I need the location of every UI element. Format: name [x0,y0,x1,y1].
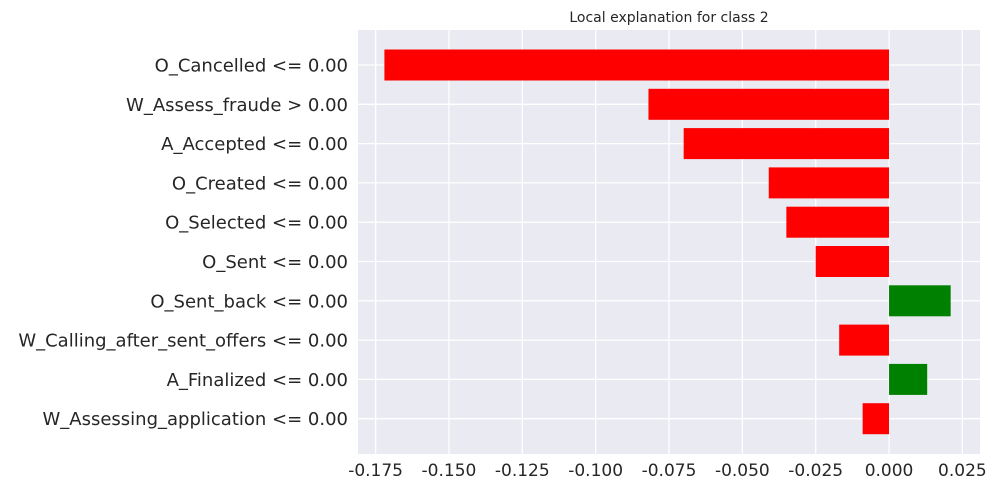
x-tick-label: -0.075 [642,461,697,481]
y-tick-label: O_Sent <= 0.00 [202,252,348,273]
y-tick-label: O_Cancelled <= 0.00 [155,56,348,77]
x-tick-label: 0.000 [865,461,914,481]
bar [862,403,890,435]
y-tick-label: W_Calling_after_sent_offers <= 0.00 [18,331,348,352]
bar [683,128,890,160]
x-tick-label: -0.175 [348,461,403,481]
x-tick-labels: -0.175 -0.150 -0.125 -0.100 -0.075 -0.050 -0.0… [348,461,987,481]
bar [839,324,890,356]
x-tick-label: -0.150 [422,461,477,481]
chart-title: Local explanation for class 2 [569,10,768,26]
y-tick-label: W_Assessing_application <= 0.00 [42,409,348,430]
bar [384,49,890,81]
x-tick-label: -0.125 [495,461,550,481]
x-tick-label: -0.100 [568,461,623,481]
bar [786,206,890,238]
y-tick-label: A_Finalized <= 0.00 [167,370,348,391]
x-tick-label: -0.050 [715,461,770,481]
x-tick-label: -0.025 [788,461,843,481]
y-tick-label: A_Accepted <= 0.00 [161,134,348,155]
y-tick-label: W_Assess_fraude > 0.00 [126,95,348,116]
y-tick-label: O_Selected <= 0.00 [165,213,348,234]
y-tick-label: O_Sent_back <= 0.00 [150,291,348,312]
bar [768,167,890,199]
bar [815,246,890,277]
bar [889,285,951,317]
y-tick-label: O_Created <= 0.00 [172,173,348,194]
x-tick-label: 0.025 [938,461,987,481]
bar [648,88,890,120]
bars [384,49,951,435]
bar [889,363,928,395]
y-tick-labels: O_Cancelled <= 0.00 W_Assess_fraude > 0.0… [18,56,348,431]
